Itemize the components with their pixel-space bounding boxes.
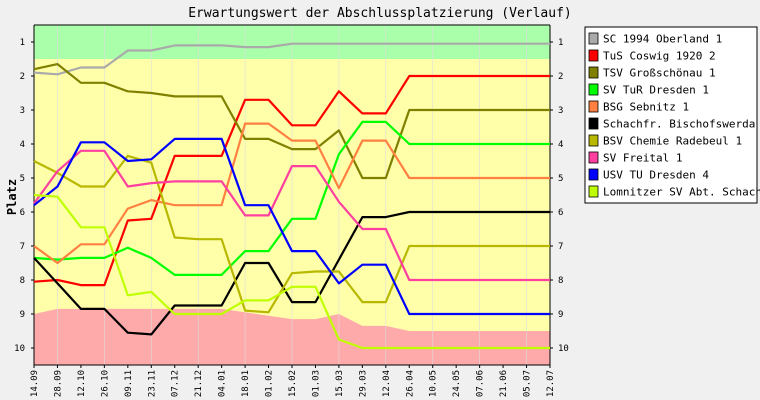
series-line-10 bbox=[33, 193, 550, 350]
y-tick-label-right: 9 bbox=[558, 310, 563, 320]
series-line-9 bbox=[33, 137, 550, 316]
x-tick-label: 14.09 bbox=[30, 370, 40, 397]
legend-entry: Schachfr. Bischofswerda 1 bbox=[603, 118, 760, 131]
x-tick-label: 15.03 bbox=[335, 370, 345, 397]
legend-swatch bbox=[588, 66, 599, 79]
y-tick-label-right: 5 bbox=[558, 174, 563, 184]
y-tick-label-right: 3 bbox=[558, 106, 563, 116]
y-tick-label-left: 5 bbox=[20, 174, 25, 184]
y-tick-label-right: 6 bbox=[558, 208, 563, 218]
y-tick-label-left: 9 bbox=[20, 310, 25, 320]
x-tick-label: 15.02 bbox=[288, 370, 298, 397]
legend-swatch bbox=[588, 49, 599, 62]
y-tick-label-right: 10 bbox=[558, 344, 569, 354]
y-tick-label-left: 8 bbox=[20, 276, 25, 286]
series-line-2 bbox=[33, 74, 550, 287]
legend-swatch bbox=[588, 134, 599, 147]
x-tick-label: 09.11 bbox=[124, 370, 134, 397]
legend-entry: TuS Coswig 1920 2 bbox=[603, 50, 716, 63]
legend-swatch bbox=[588, 83, 599, 96]
y-tick-label-right: 4 bbox=[558, 140, 563, 150]
series-line-1 bbox=[33, 42, 550, 76]
y-tick-label-left: 7 bbox=[20, 242, 25, 252]
x-tick-label: 28.09 bbox=[53, 370, 63, 397]
y-tick-label-right: 8 bbox=[558, 276, 563, 286]
legend-entry: SV Freital 1 bbox=[603, 152, 682, 165]
y-tick-label-right: 2 bbox=[558, 72, 563, 82]
y-tick-label-left: 1 bbox=[20, 38, 25, 48]
legend-swatch bbox=[588, 151, 599, 164]
y-tick-label-right: 1 bbox=[558, 38, 563, 48]
legend-box bbox=[584, 26, 758, 204]
chart-title: Erwartungswert der Abschlussplatzierung … bbox=[188, 6, 572, 21]
series-line-8 bbox=[33, 149, 550, 282]
legend-entry: SV TuR Dresden 1 bbox=[603, 84, 709, 97]
legend-entry: BSG Sebnitz 1 bbox=[603, 101, 689, 114]
legend-entry: SC 1994 Oberland 1 bbox=[603, 33, 722, 46]
x-tick-label: 12.04 bbox=[382, 370, 392, 397]
y-tick-label-right: 7 bbox=[558, 242, 563, 252]
x-tick-label: 24.05 bbox=[452, 370, 462, 397]
x-tick-label: 01.02 bbox=[265, 370, 275, 397]
x-tick-label: 26.04 bbox=[405, 370, 415, 397]
y-tick-label-left: 3 bbox=[20, 106, 25, 116]
legend-swatch bbox=[588, 32, 599, 45]
x-tick-label: 12.07 bbox=[546, 370, 556, 397]
plot-area: 1 1 2 2 3 3 4 4 5 5 6 6 7 7 8 8 9 9 10 10 14.09 28.09 12.10 26.… bbox=[14, 24, 569, 397]
legend-entry: Lomnitzer SV Abt. Schach 1 bbox=[603, 186, 760, 199]
y-tick-label-left: 6 bbox=[20, 208, 25, 218]
x-tick-label: 29.03 bbox=[358, 370, 368, 397]
y-tick-label-left: 10 bbox=[14, 344, 25, 354]
x-tick-label: 18.01 bbox=[241, 370, 251, 397]
x-tick-label: 01.03 bbox=[311, 370, 321, 397]
legend: SC 1994 Oberland 1 TuS Coswig 1920 2 TSV G… bbox=[584, 26, 760, 204]
series-line-5 bbox=[33, 122, 550, 265]
series-line-3 bbox=[33, 62, 550, 180]
legend-entry: TSV Großschönau 1 bbox=[603, 67, 716, 80]
series-line-7 bbox=[33, 154, 550, 314]
series-line-4 bbox=[33, 120, 550, 276]
y-tick-label-left: 4 bbox=[20, 140, 25, 150]
x-tick-label: 21.06 bbox=[499, 370, 509, 397]
y-axis-label: Platz bbox=[5, 179, 19, 215]
legend-entry: USV TU Dresden 4 bbox=[603, 169, 709, 182]
legend-swatch bbox=[588, 168, 599, 181]
x-tick-label: 12.10 bbox=[77, 370, 87, 397]
x-tick-label: 10.05 bbox=[429, 370, 439, 397]
x-tick-label: 07.06 bbox=[476, 370, 486, 397]
x-tick-label: 23.11 bbox=[147, 370, 157, 397]
x-tick-label: 04.01 bbox=[218, 370, 228, 397]
y-tick-label-left: 2 bbox=[20, 72, 25, 82]
x-tick-label: 21.12 bbox=[194, 370, 204, 397]
legend-swatch bbox=[588, 117, 599, 130]
legend-entry: BSV Chemie Radebeul 1 bbox=[603, 135, 742, 148]
x-tick-label: 26.10 bbox=[100, 370, 110, 397]
x-tick-label: 05.07 bbox=[523, 370, 533, 397]
series-line-6 bbox=[33, 210, 550, 336]
legend-swatch bbox=[588, 185, 599, 198]
x-tick-label: 07.12 bbox=[171, 370, 181, 397]
legend-swatch bbox=[588, 100, 599, 113]
